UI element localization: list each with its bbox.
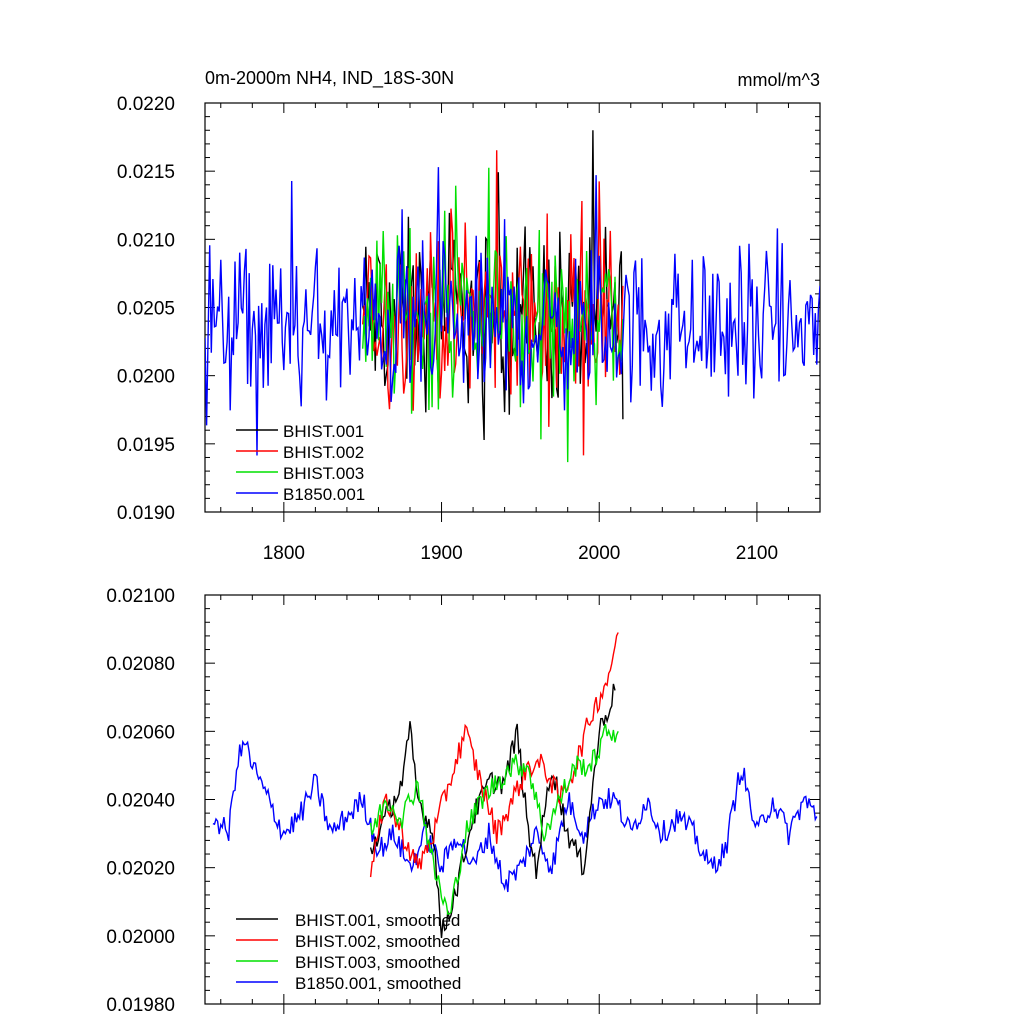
y-tick-label: 0.02040 — [106, 791, 175, 812]
legend-label: BHIST.003, smoothed — [295, 953, 460, 972]
legend-label: B1850.001 — [283, 485, 365, 504]
series-group — [205, 130, 820, 463]
top-panel: 0m-2000m NH4, IND_18S-30N mmol/m^3 0.019… — [117, 68, 821, 564]
y-tick-label: 0.0195 — [117, 435, 175, 456]
x-tick-label: 1900 — [420, 543, 462, 564]
legend-label: B1850.001, smoothed — [295, 974, 461, 993]
legend-label: BHIST.002, smoothed — [295, 932, 460, 951]
y-tick-label: 0.0200 — [117, 367, 175, 388]
y-tick-label: 0.02100 — [106, 586, 175, 607]
series-group — [212, 632, 818, 938]
y-tick-label: 0.02000 — [106, 927, 175, 948]
y-tick-label: 0.02060 — [106, 722, 175, 743]
legend-label: BHIST.001 — [283, 422, 364, 441]
legend-label: BHIST.003 — [283, 464, 364, 483]
series-line-bhist-003-smoothed — [369, 723, 619, 915]
y-tick-label: 0.02020 — [106, 859, 175, 880]
legend: BHIST.001, smoothed BHIST.002, smoothed BH… — [236, 911, 461, 993]
units-label: mmol/m^3 — [738, 70, 820, 90]
y-tick-label: 0.0215 — [117, 162, 175, 183]
x-tick-label: 2000 — [578, 543, 620, 564]
series-line-bhist-003 — [362, 167, 624, 463]
y-tick-label: 0.02080 — [106, 654, 175, 675]
y-tick-label: 0.0190 — [117, 503, 175, 524]
bottom-panel: 0.01980 0.02000 0.02020 0.02040 0.02060 0.020… — [106, 586, 821, 1016]
y-tick-label: 0.01980 — [106, 995, 175, 1016]
legend-label: BHIST.001, smoothed — [295, 911, 460, 930]
x-tick-label: 1800 — [263, 543, 305, 564]
y-tick-label: 0.0210 — [117, 230, 175, 251]
series-line-bhist-002-smoothed — [369, 632, 619, 878]
y-tick-label: 0.0205 — [117, 299, 175, 320]
series-line-b1850-001 — [205, 167, 820, 456]
x-tick-label: 2100 — [736, 543, 778, 564]
y-tick-label: 0.0220 — [117, 94, 175, 115]
legend: BHIST.001 BHIST.002 BHIST.003 B1850.001 — [236, 422, 365, 504]
chart-title: 0m-2000m NH4, IND_18S-30N — [205, 68, 454, 89]
series-line-b1850-001-smoothed — [212, 739, 818, 893]
legend-label: BHIST.002 — [283, 443, 364, 462]
